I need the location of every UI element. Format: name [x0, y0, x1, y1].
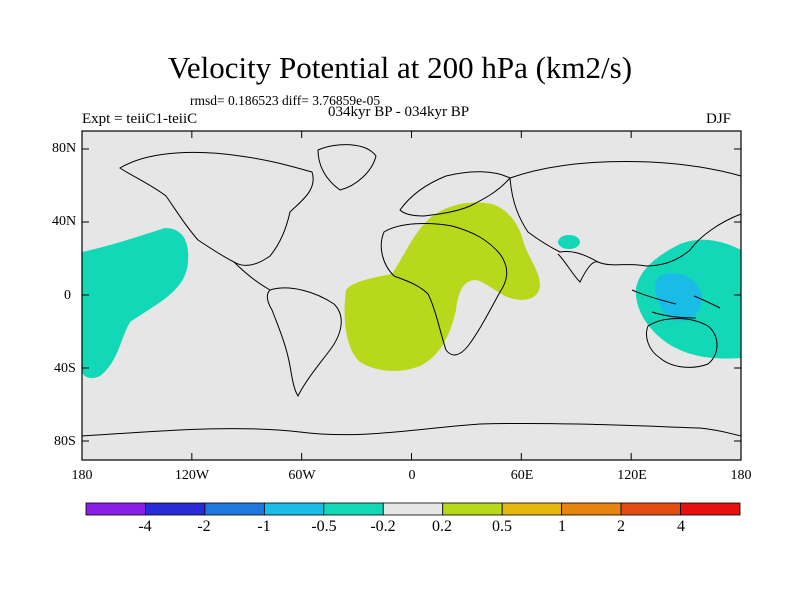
- coastlines: [81, 144, 742, 437]
- colorbar-swatch: [204, 502, 265, 516]
- colorbar-swatch: [382, 502, 444, 516]
- coast-europe: [399, 171, 511, 217]
- colorbar-label: -0.2: [370, 518, 396, 535]
- coast-greenland: [317, 144, 377, 191]
- negative-region-pacific-west: [82, 228, 189, 379]
- colorbar-swatch: [680, 502, 741, 516]
- colorbar-swatch: [442, 502, 503, 516]
- colorbar-swatch: [501, 502, 563, 516]
- page-title: Velocity Potential at 200 hPa (km2/s): [167, 50, 633, 85]
- coast-africa: [380, 223, 508, 356]
- coast-australia: [646, 318, 718, 368]
- y-tick-label-0: 0: [64, 288, 71, 303]
- colorbar-label: 4: [677, 518, 685, 535]
- experiment-label: Expt = teiiC1-teiiC: [82, 111, 198, 127]
- coast-india: [557, 253, 599, 283]
- colorbar-label: 0.2: [432, 518, 452, 535]
- strong-negative-core: [655, 273, 702, 321]
- x-tick-label-120e: 120E: [617, 468, 647, 483]
- x-tick-label-180e: 180: [730, 468, 752, 483]
- colorbar-label: 1: [558, 518, 566, 535]
- season-label: DJF: [706, 111, 732, 127]
- x-tick-label-0: 0: [408, 468, 416, 483]
- negative-blob-indian: [558, 235, 580, 249]
- y-tick-label-80s: 80S: [54, 434, 76, 449]
- coast-central-america: [233, 261, 271, 291]
- y-tick-label-80n: 80N: [52, 141, 77, 156]
- coast-antarctica: [81, 422, 742, 437]
- colorbar-swatch: [263, 502, 325, 516]
- colorbar-label: -0.5: [311, 518, 337, 535]
- colorbar-label: 0.5: [492, 518, 512, 535]
- colorbar-label: -4: [138, 518, 152, 535]
- x-tick-label-120w: 120W: [174, 468, 210, 483]
- coast-indonesia: [631, 289, 721, 319]
- colorbar-swatch: [85, 502, 146, 516]
- y-tick-label-40s: 40S: [54, 361, 76, 376]
- period-label: 034kyr BP - 034kyr BP: [328, 104, 470, 120]
- stats-label: rmsd= 0.186523 diff= 3.76859e-05: [190, 93, 381, 108]
- colorbar-swatch: [620, 502, 681, 516]
- colorbar-swatch: [145, 502, 206, 516]
- colorbar-label: -1: [257, 518, 271, 535]
- colorbar: [85, 502, 741, 516]
- y-tick-label-40n: 40N: [52, 214, 77, 229]
- colorbar-label: 2: [617, 518, 625, 535]
- colorbar-swatch: [561, 502, 622, 516]
- axis-ticks: [81, 131, 742, 460]
- x-tick-label-60w: 60W: [288, 468, 316, 483]
- coast-north-america: [119, 151, 314, 266]
- coast-asia: [509, 161, 742, 267]
- coast-south-america: [266, 287, 342, 397]
- x-tick-label-180w: 180: [71, 468, 93, 483]
- colorbar-swatch: [323, 502, 384, 516]
- x-tick-label-60e: 60E: [510, 468, 534, 483]
- colorbar-label: -2: [197, 518, 211, 535]
